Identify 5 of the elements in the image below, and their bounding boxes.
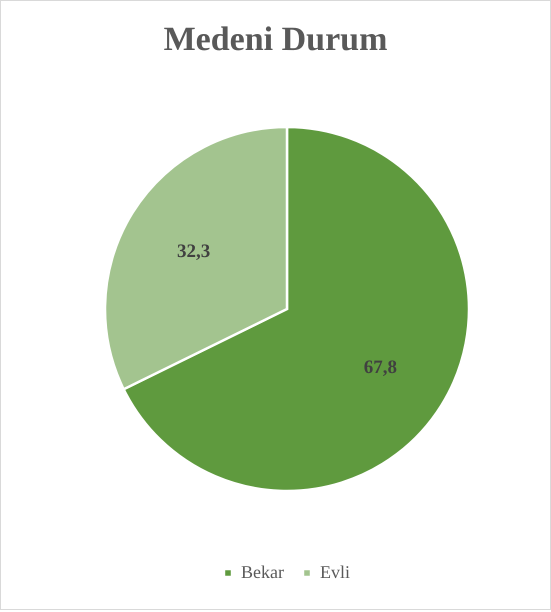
legend-label: Bekar: [241, 562, 284, 582]
legend-label: Evli: [320, 562, 350, 582]
data-label: 32,3: [177, 240, 210, 262]
data-label: 67,8: [364, 357, 397, 378]
chart-title: Medeni Durum: [164, 21, 388, 58]
